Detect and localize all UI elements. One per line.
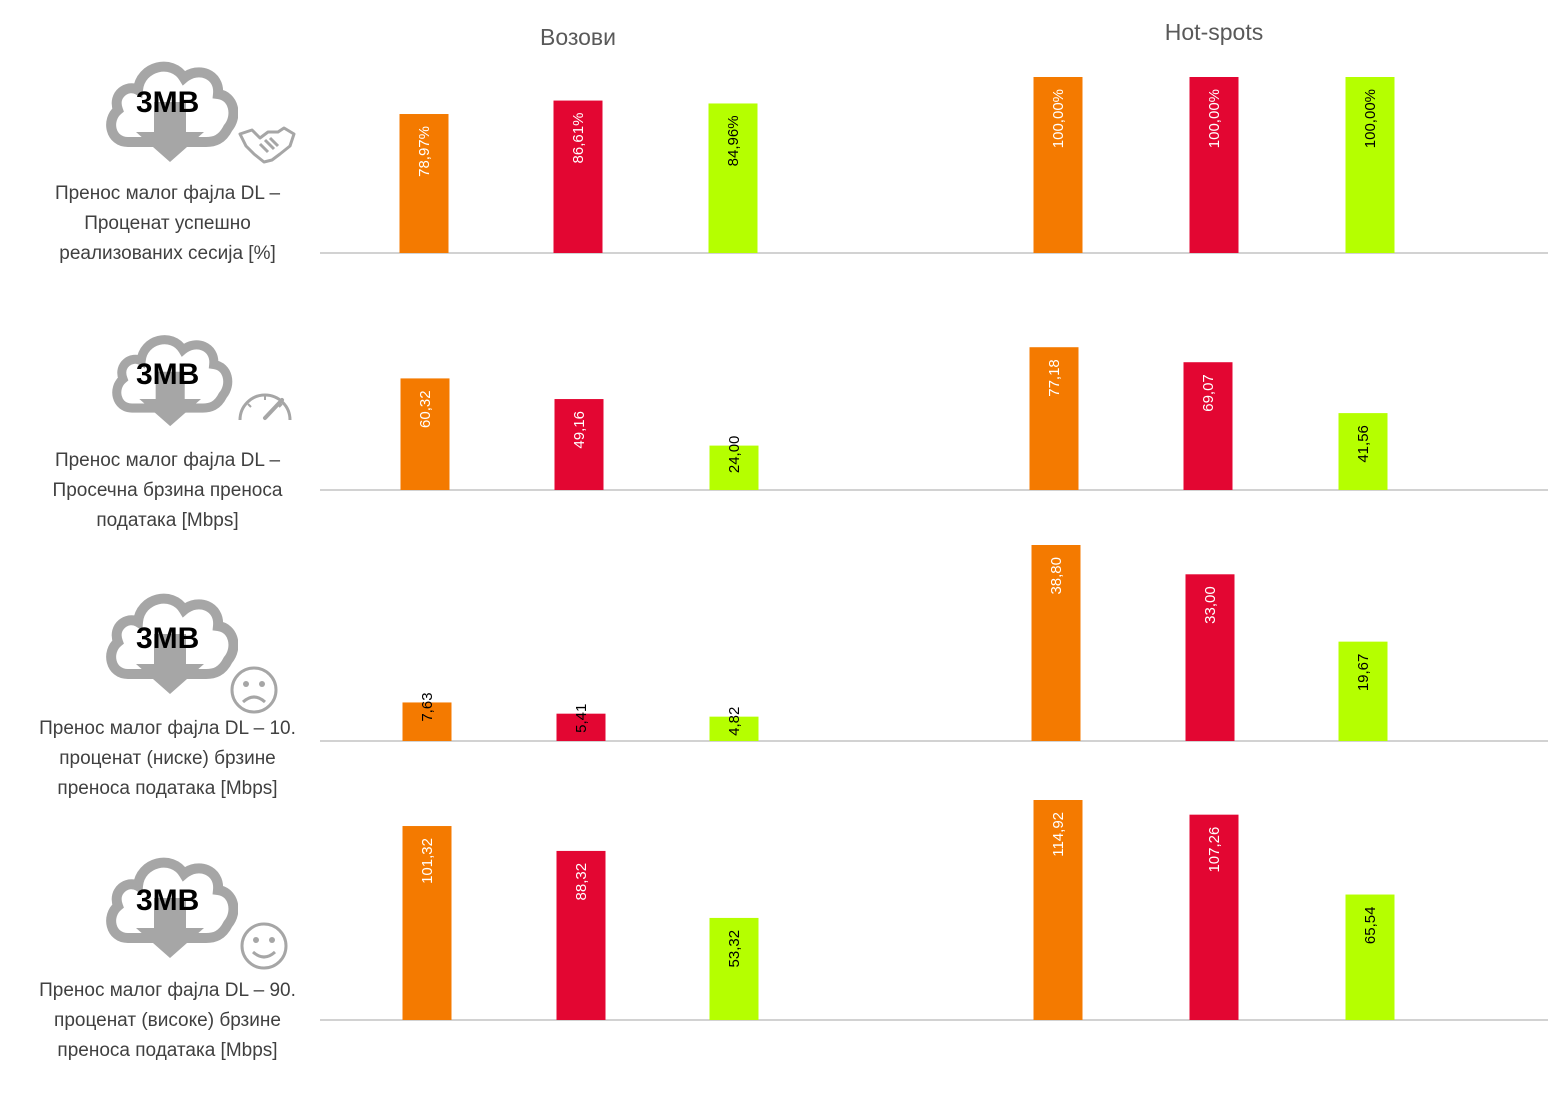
file-size-label: 3MB <box>136 622 200 655</box>
bar <box>1345 77 1395 253</box>
data-label: 101,32 <box>419 838 436 884</box>
cloud-download-icon <box>106 588 238 696</box>
bar <box>556 850 606 1020</box>
bar <box>709 716 759 741</box>
bar <box>709 445 759 490</box>
data-label: 4,82 <box>726 707 743 736</box>
row-label-line: Проценат успешно <box>84 213 251 234</box>
bar <box>1189 814 1239 1020</box>
row-label-line: преноса података [Mbps] <box>57 1040 278 1061</box>
data-label: 100,00% <box>1206 89 1223 148</box>
row-label-line: Пренос малог фајла DL – 90. <box>39 980 296 1001</box>
cloud-download-icon <box>106 56 238 164</box>
data-label: 60,32 <box>417 390 434 428</box>
data-label: 84,96% <box>725 115 742 166</box>
data-label: 100,00% <box>1050 89 1067 148</box>
row-label-line: Пренос малог фајла DL – 10. <box>39 718 296 739</box>
row-label-line: проценат (ниске) брзине <box>59 748 276 769</box>
file-size-label: 3MB <box>136 884 200 917</box>
bar <box>554 399 604 490</box>
data-label: 100,00% <box>1362 89 1379 148</box>
data-label: 5,41 <box>573 704 590 733</box>
data-label: 7,63 <box>419 692 436 721</box>
data-label: 86,61% <box>570 113 587 164</box>
row-label-line: Пренос малог фајла DL – <box>54 450 281 471</box>
bar <box>400 378 450 490</box>
data-label: 41,56 <box>1355 425 1372 463</box>
bar <box>1183 362 1233 490</box>
row-label-line: Просечна брзина преноса <box>52 480 283 501</box>
bar <box>1345 894 1395 1020</box>
column-header-hotspots: Hot-spots <box>1164 19 1264 45</box>
cloud-download-icon <box>106 330 238 428</box>
row-2-label: Пренос малог фајла DL – Просечна брзина … <box>0 446 335 536</box>
data-label: 78,97% <box>416 126 433 177</box>
data-label: 114,92 <box>1050 812 1067 857</box>
data-label: 88,32 <box>573 863 590 901</box>
data-label: 69,07 <box>1200 374 1217 412</box>
row-label-line: проценат (високе) брзине <box>54 1010 281 1031</box>
bar <box>1189 77 1239 253</box>
bar <box>1033 800 1083 1020</box>
file-size-label: 3MB <box>136 86 200 119</box>
row-label-line: Пренос малог фајла DL – <box>54 183 281 204</box>
bar <box>1338 641 1388 741</box>
row-1-label: Пренос малог фајла DL – Проценат успешно… <box>0 179 335 269</box>
bar <box>1338 413 1388 490</box>
bar <box>709 917 759 1020</box>
handshake-icon <box>238 124 296 164</box>
bar <box>1031 545 1081 741</box>
bar <box>553 100 603 253</box>
bar <box>1033 77 1083 253</box>
row-label-line: података [Mbps] <box>96 510 239 531</box>
bar <box>402 826 452 1020</box>
cloud-download-icon <box>106 852 238 960</box>
speedometer-icon <box>236 386 294 424</box>
column-header-trains: Возови <box>539 24 617 50</box>
data-label: 49,16 <box>571 411 588 449</box>
bar <box>399 114 449 253</box>
row-3-label: Пренос малог фајла DL – 10. проценат (ни… <box>0 714 335 804</box>
data-label: 38,80 <box>1048 557 1065 595</box>
sad-face-icon <box>228 664 280 716</box>
row-label-line: реализованих сесија [%] <box>59 243 276 264</box>
bar <box>402 702 452 741</box>
data-label: 107,26 <box>1206 827 1223 873</box>
data-label: 19,67 <box>1355 654 1372 692</box>
file-size-label: 3MB <box>136 358 200 391</box>
bar <box>556 713 606 741</box>
data-label: 65,54 <box>1362 907 1379 945</box>
row-label-line: преноса података [Mbps] <box>57 778 278 799</box>
data-label: 33,00 <box>1202 586 1219 624</box>
row-4-label: Пренос малог фајла DL – 90. проценат (ви… <box>0 976 335 1066</box>
bar <box>1029 347 1079 490</box>
bar <box>708 103 758 253</box>
happy-face-icon <box>238 920 290 972</box>
data-label: 53,32 <box>726 930 743 968</box>
data-label: 77,18 <box>1046 359 1063 397</box>
bar <box>1185 574 1235 741</box>
data-label: 24,00 <box>726 436 743 474</box>
